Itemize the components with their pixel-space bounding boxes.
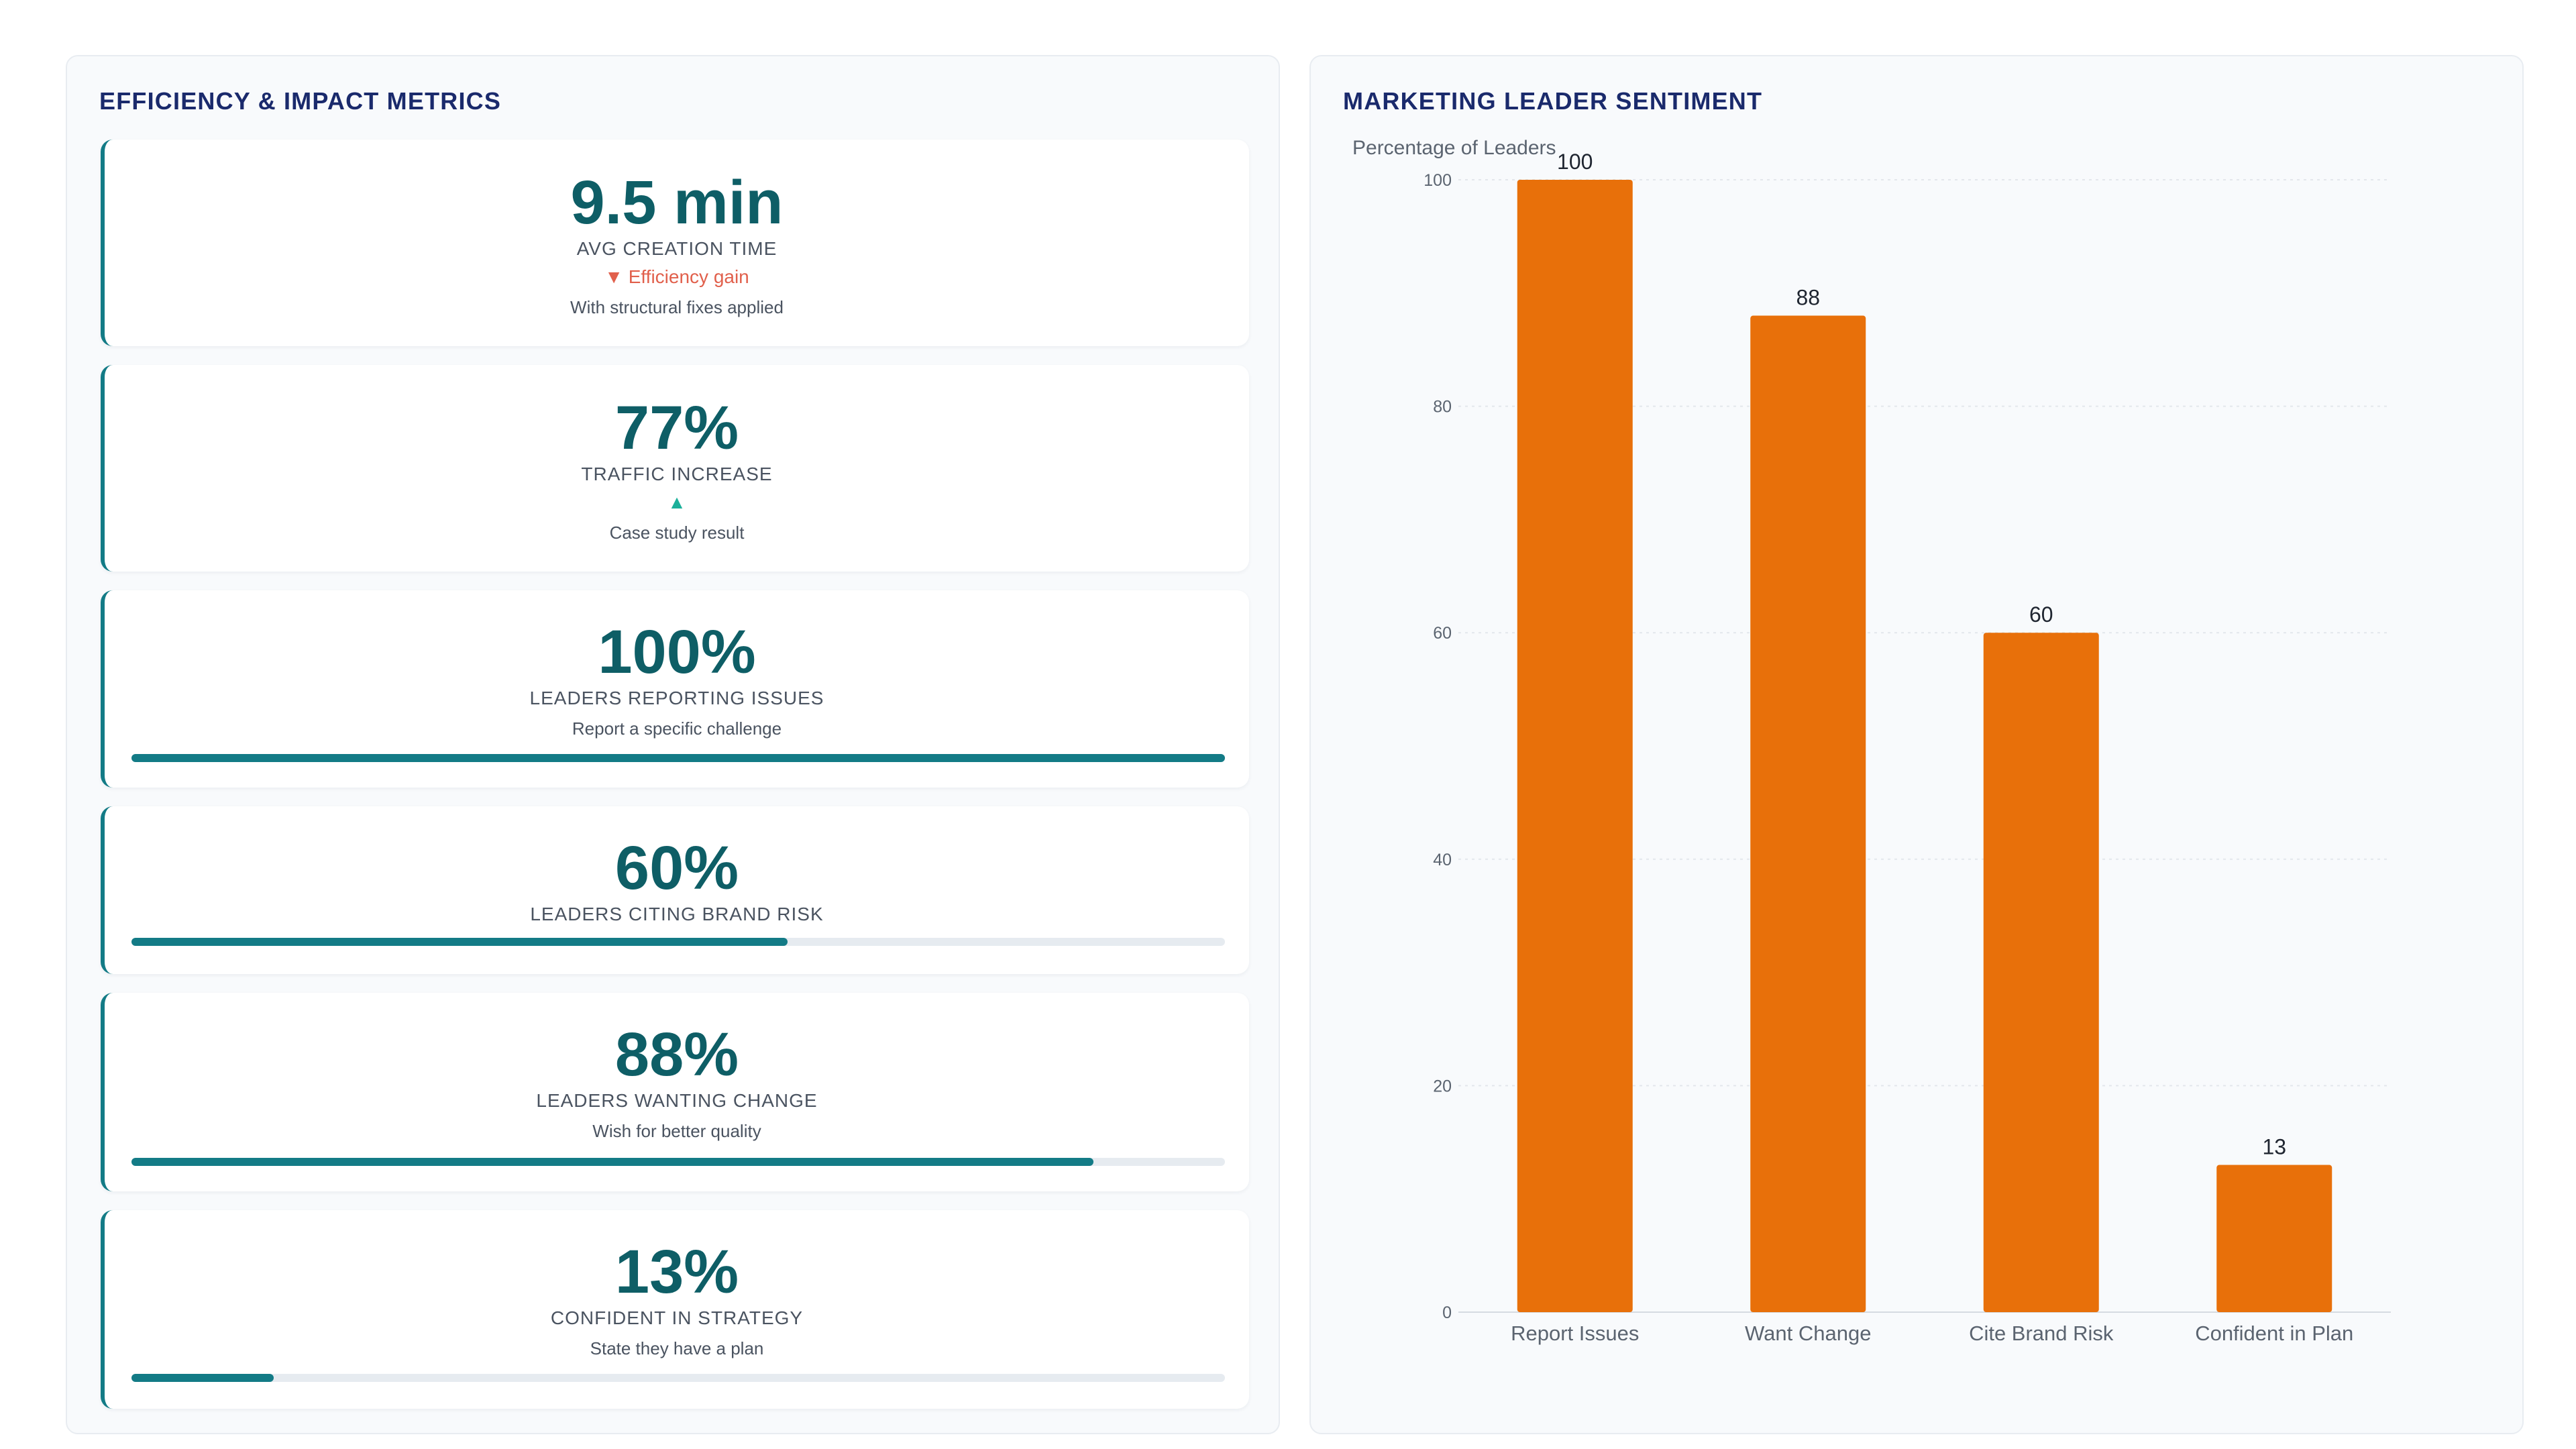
metric-note: Case study result — [609, 523, 745, 543]
bar-data-label: 88 — [1796, 286, 1820, 310]
y-tick-label: 0 — [1442, 1303, 1452, 1322]
bar — [1983, 633, 2099, 1312]
metric-card-leaders-wanting-change: 88% LEADERS WANTING CHANGE Wish for bett… — [101, 993, 1249, 1191]
metric-card-leaders-citing-brand-risk: 60% LEADERS CITING BRAND RISK — [101, 806, 1249, 974]
metric-label: LEADERS CITING BRAND RISK — [530, 904, 824, 924]
y-tick-label: 100 — [1424, 171, 1452, 190]
x-tick-label: Want Change — [1745, 1322, 1871, 1345]
metric-value: 9.5 min — [570, 168, 784, 237]
metric-change: ▼ Efficiency gain — [604, 266, 749, 287]
metric-label: CONFIDENT IN STRATEGY — [550, 1307, 804, 1328]
x-tick-label: Report Issues — [1511, 1322, 1639, 1345]
chart-panel-title: MARKETING LEADER SENTIMENT — [1343, 87, 1763, 115]
metric-label: LEADERS WANTING CHANGE — [536, 1090, 818, 1111]
metric-label: LEADERS REPORTING ISSUES — [529, 688, 824, 708]
metrics-panel: EFFICIENCY & IMPACT METRICS 9.5 min AVG … — [66, 55, 1280, 1434]
bar-data-label: 60 — [2029, 602, 2053, 627]
metric-value: 13% — [614, 1238, 739, 1306]
metric-note: Wish for better quality — [592, 1121, 761, 1141]
metric-card-avg-creation-time: 9.5 min AVG CREATION TIME ▼ Efficiency g… — [101, 140, 1249, 346]
metric-value: 88% — [614, 1020, 739, 1089]
progress-bar — [131, 754, 1225, 762]
trend-up-icon: ▲ — [667, 492, 686, 513]
x-tick-label: Cite Brand Risk — [1969, 1322, 2114, 1345]
metric-label: TRAFFIC INCREASE — [581, 464, 773, 484]
progress-bar — [131, 1158, 1225, 1166]
metric-card-confident-in-strategy: 13% CONFIDENT IN STRATEGY State they hav… — [101, 1210, 1249, 1409]
metric-note: With structural fixes applied — [570, 297, 784, 317]
progress-bar-fill — [131, 1158, 1094, 1166]
y-tick-label: 20 — [1433, 1077, 1452, 1095]
x-tick-label: Confident in Plan — [2195, 1322, 2353, 1345]
progress-bar-fill — [131, 754, 1225, 762]
metric-value: 77% — [614, 394, 739, 462]
progress-bar-fill — [131, 1374, 274, 1382]
metric-label: AVG CREATION TIME — [576, 238, 777, 259]
metric-value: 100% — [598, 618, 756, 686]
bar-data-label: 13 — [2262, 1135, 2286, 1159]
bar-chart: Percentage of Leaders 0 20 40 60 80 100 100 Repo… — [1352, 137, 2391, 1345]
chart-panel: MARKETING LEADER SENTIMENT Percentage of… — [1309, 55, 2524, 1434]
bar — [1517, 180, 1633, 1312]
metrics-panel-title: EFFICIENCY & IMPACT METRICS — [99, 87, 502, 115]
metric-note: State they have a plan — [590, 1338, 764, 1358]
y-tick-label: 60 — [1433, 624, 1452, 643]
progress-bar-fill — [131, 938, 788, 946]
progress-bar — [131, 938, 1225, 946]
bar — [2216, 1165, 2332, 1312]
progress-bar — [131, 1374, 1225, 1382]
metric-card-leaders-reporting-issues: 100% LEADERS REPORTING ISSUES Report a s… — [101, 590, 1249, 788]
y-axis-title: Percentage of Leaders — [1352, 137, 1556, 159]
bar — [1750, 315, 1866, 1312]
bar-data-label: 100 — [1557, 150, 1593, 174]
y-tick-label: 80 — [1433, 398, 1452, 417]
metric-note: Report a specific challenge — [572, 718, 782, 739]
metric-card-traffic-increase: 77% TRAFFIC INCREASE ▲ Case study result — [101, 365, 1249, 572]
y-tick-label: 40 — [1433, 851, 1452, 869]
metric-value: 60% — [614, 834, 739, 902]
